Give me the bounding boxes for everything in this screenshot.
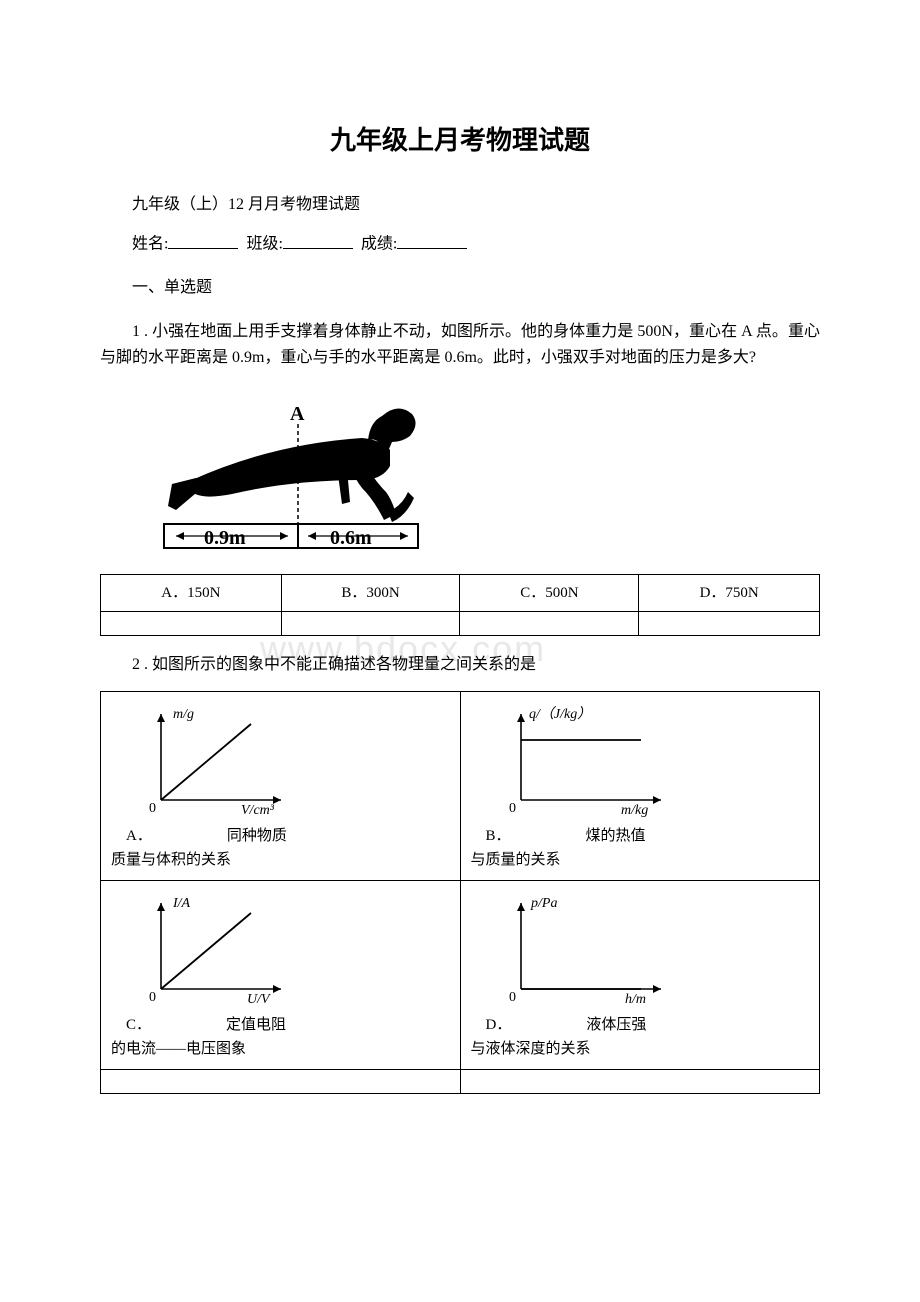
- question-2-options: m/g V/cm³ 0 A． 同种物质 质量与体积的关系: [100, 691, 820, 1094]
- q2-c-opt: C．: [126, 1017, 151, 1033]
- score-label: 成绩:: [361, 236, 397, 253]
- chart-b: q/（J/kg） m/kg 0: [471, 700, 691, 820]
- q1-opt-a: A．150N: [101, 574, 282, 611]
- q2-a-tail: 同种物质: [227, 828, 287, 844]
- q2-c-cap2: 的电流——电压图象: [111, 1041, 246, 1057]
- question-1-figure: A 0.9m 0.6m: [132, 384, 820, 568]
- form-line: 姓名: 班级: 成绩:: [100, 231, 820, 257]
- q2-b-opt: B．: [486, 828, 511, 844]
- q2-cell-b: q/（J/kg） m/kg 0 B． 煤的热值 与质量的关系: [460, 692, 820, 881]
- subtitle: 九年级（上）12 月月考物理试题: [100, 192, 820, 218]
- svg-text:h/m: h/m: [625, 992, 646, 1007]
- q2-blank-2: [460, 1070, 820, 1094]
- name-label: 姓名:: [132, 236, 168, 253]
- svg-text:q/（J/kg）: q/（J/kg）: [529, 706, 591, 722]
- svg-text:0: 0: [509, 801, 516, 816]
- svg-text:0: 0: [509, 990, 516, 1005]
- q2-cell-c: I/A U/V 0 C． 定值电阻 的电流——电压图象: [101, 881, 461, 1070]
- q2-d-cap2: 与液体深度的关系: [471, 1041, 591, 1057]
- question-1-text: 1 . 小强在地面上用手支撑着身体静止不动，如图所示。他的身体重力是 500N，…: [100, 319, 820, 370]
- q1-opt-b: B．300N: [281, 574, 460, 611]
- q1-blank-c: [460, 611, 639, 635]
- q1-blank-a: [101, 611, 282, 635]
- q1-opt-d: D．750N: [639, 574, 820, 611]
- q1-opt-c: C．500N: [460, 574, 639, 611]
- page-title: 九年级上月考物理试题: [100, 120, 820, 162]
- svg-text:U/V: U/V: [247, 992, 271, 1007]
- q2-b-cap2: 与质量的关系: [471, 852, 561, 868]
- question-2-text: 2 . 如图所示的图象中不能正确描述各物理量之间关系的是: [100, 652, 820, 678]
- chart-d: p/Pa h/m 0: [471, 889, 691, 1009]
- svg-text:0: 0: [149, 801, 156, 816]
- q2-c-tail: 定值电阻: [226, 1017, 286, 1033]
- q2-cell-d: p/Pa h/m 0 D． 液体压强 与液体深度的关系: [460, 881, 820, 1070]
- q1-blank-b: [281, 611, 460, 635]
- chart-a: m/g V/cm³ 0: [111, 700, 311, 820]
- name-blank: [168, 231, 238, 249]
- label-a: A: [290, 403, 305, 425]
- q1-blank-d: [639, 611, 820, 635]
- q2-a-cap2: 质量与体积的关系: [111, 852, 231, 868]
- q2-a-opt: A．: [126, 828, 152, 844]
- chart-c: I/A U/V 0: [111, 889, 311, 1009]
- score-blank: [397, 231, 467, 249]
- svg-text:I/A: I/A: [172, 896, 191, 911]
- svg-text:0: 0: [149, 990, 156, 1005]
- svg-text:p/Pa: p/Pa: [530, 896, 557, 911]
- svg-text:0.9m: 0.9m: [204, 527, 246, 549]
- svg-text:V/cm³: V/cm³: [241, 803, 275, 818]
- question-1-options: A．150N B．300N C．500N D．750N: [100, 574, 820, 636]
- q2-cell-a: m/g V/cm³ 0 A． 同种物质 质量与体积的关系: [101, 692, 461, 881]
- svg-text:m/g: m/g: [173, 707, 194, 722]
- class-blank: [283, 231, 353, 249]
- svg-text:0.6m: 0.6m: [330, 527, 372, 549]
- q2-b-tail: 煤的热值: [586, 828, 646, 844]
- q2-d-tail: 液体压强: [586, 1017, 646, 1033]
- svg-text:m/kg: m/kg: [621, 803, 648, 818]
- class-label: 班级:: [246, 236, 282, 253]
- section-heading: 一、单选题: [100, 275, 820, 301]
- q2-d-opt: D．: [486, 1017, 512, 1033]
- q2-blank-1: [101, 1070, 461, 1094]
